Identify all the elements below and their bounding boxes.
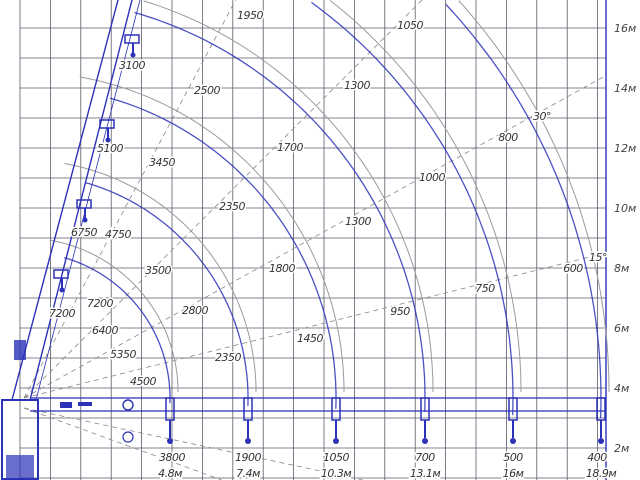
load-value-label: 2500 — [194, 84, 220, 97]
reach-label: 18.9м — [586, 467, 616, 480]
boom-tip-arc — [143, 0, 434, 393]
hook-end — [422, 438, 428, 444]
load-value-label: 3800 — [159, 451, 185, 464]
hook-end — [598, 438, 604, 444]
hook-end — [130, 52, 136, 58]
boom-hook-icon — [99, 119, 115, 143]
boom-tip-arc — [50, 239, 179, 392]
angle-line — [23, 407, 222, 480]
load-value-label: 1050 — [323, 451, 349, 464]
load-value-label: 600 — [563, 262, 583, 275]
boom-part — [78, 402, 92, 406]
load-value-label: 2800 — [182, 304, 208, 317]
y-axis-label: 2м — [614, 442, 629, 455]
cylinder — [14, 340, 26, 360]
hook-end — [333, 438, 339, 444]
y-axis-label: 12м — [614, 142, 636, 155]
crane-base-mount — [6, 455, 34, 479]
angle-line — [23, 0, 423, 399]
load-value-label: 1450 — [297, 332, 323, 345]
boom-edge — [11, 0, 119, 401]
hook-path-arc — [134, 11, 426, 413]
hook-end — [167, 438, 173, 444]
load-value-label: 500 — [503, 451, 523, 464]
y-axis-label: 16м — [614, 22, 636, 35]
hook-path-arc — [64, 257, 171, 404]
y-axis-label: 8м — [614, 262, 629, 275]
hook-end — [82, 217, 88, 223]
boom-load-label: 6750 — [71, 226, 97, 239]
load-value-label: 3500 — [145, 264, 171, 277]
reach-label: 4.8м — [158, 467, 182, 480]
y-axis-labels: 16м 14м 12м 10м 8м 6м 4м 2м — [614, 22, 636, 455]
boom-pulley — [122, 431, 134, 443]
load-value-label: 7200 — [87, 297, 113, 310]
y-axis-label: 4м — [614, 382, 629, 395]
load-value-label: 700 — [415, 451, 435, 464]
load-value-label: 1950 — [237, 9, 263, 22]
load-value-label: 1050 — [397, 19, 423, 32]
y-axis-label: 6м — [614, 322, 629, 335]
hook-end — [245, 438, 251, 444]
hook-path-arc — [311, 1, 514, 416]
load-value-label: 4500 — [130, 375, 156, 388]
load-value-label: 2350 — [215, 351, 241, 364]
reach-label: 16м — [503, 467, 524, 480]
boom-hook-icon — [76, 199, 92, 223]
load-labels: 3800 4500 5350 6400 7200 4.8м 1900 2350 2800 3500… — [48, 8, 619, 480]
boom-pulley — [122, 399, 134, 411]
hook-end — [59, 287, 65, 293]
load-value-label: 4750 — [105, 228, 131, 241]
crane-drawing — [1, 0, 606, 480]
boom-load-label: 3100 — [119, 59, 145, 72]
load-value-label: 1900 — [235, 451, 261, 464]
load-value-label: 1300 — [345, 215, 371, 228]
load-value-label: 3450 — [149, 156, 175, 169]
boom-load-label: 5100 — [97, 142, 123, 155]
angle-line — [23, 407, 363, 480]
reach-arcs — [50, 0, 610, 419]
y-axis-label: 14м — [614, 82, 636, 95]
load-value-label: 750 — [475, 282, 495, 295]
hook-block — [124, 34, 140, 44]
angle-line — [23, 0, 236, 399]
load-value-label: 950 — [390, 305, 410, 318]
reach-label: 10.3м — [321, 467, 351, 480]
boom-load-label: 7200 — [49, 307, 75, 320]
boom-tip-arc — [458, 0, 610, 393]
angle-line — [23, 252, 607, 399]
angle-line — [23, 75, 607, 399]
boom-part — [60, 402, 72, 408]
angle-label-15: 15° — [589, 251, 607, 264]
hook-path-arc — [85, 182, 249, 406]
boom-hook-icon — [124, 34, 140, 58]
hook-end — [105, 137, 111, 143]
load-value-label: 5350 — [110, 348, 136, 361]
grid — [19, 0, 607, 480]
hook-icon — [165, 397, 175, 444]
hook-path-arc — [445, 4, 602, 419]
load-value-label: 800 — [498, 131, 518, 144]
load-value-label: 400 — [587, 451, 607, 464]
angle-label-30: 30° — [533, 110, 551, 123]
load-value-label: 1000 — [419, 171, 445, 184]
load-value-label: 1300 — [344, 79, 370, 92]
load-value-label: 2350 — [219, 200, 245, 213]
load-value-label: 6400 — [92, 324, 118, 337]
y-axis-label: 10м — [614, 202, 636, 215]
reach-label: 13.1м — [410, 467, 440, 480]
hook-path-arc — [109, 97, 337, 409]
load-value-label: 1800 — [269, 262, 295, 275]
boom-tip-arc — [64, 163, 257, 392]
reach-label: 7.4м — [236, 467, 260, 480]
boom-tip-arc — [79, 76, 345, 392]
hook-end — [510, 438, 516, 444]
boom-hook-icon — [53, 269, 69, 293]
boom-tip-arc — [329, 0, 522, 393]
load-value-label: 1700 — [277, 141, 303, 154]
angle-lines — [23, 0, 607, 480]
